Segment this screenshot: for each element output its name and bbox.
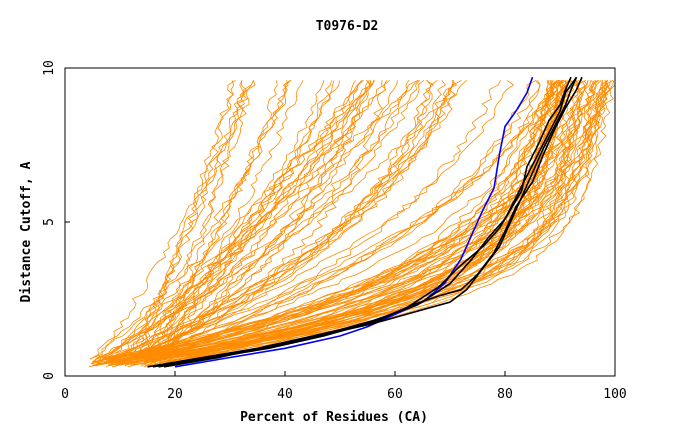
background-model-line: [110, 80, 555, 365]
background-model-line: [140, 80, 454, 367]
background-model-line: [156, 80, 362, 365]
background-model-line: [97, 80, 254, 360]
background-model-line: [144, 80, 553, 359]
background-model-line: [162, 79, 609, 362]
background-model-line: [91, 79, 418, 365]
chart-title: T0976-D2: [316, 19, 379, 34]
x-tick-label: 40: [277, 387, 293, 402]
background-model-line: [91, 79, 438, 365]
background-model-line: [115, 80, 606, 365]
background-model-line: [149, 80, 289, 361]
background-model-line: [154, 80, 446, 362]
background-model-line: [125, 79, 435, 362]
background-model-line: [116, 80, 555, 365]
y-axis: 0 5 10: [42, 60, 70, 380]
background-model-line: [129, 79, 237, 365]
background-model-line: [89, 80, 375, 360]
blue-model-line: [174, 76, 534, 368]
y-tick-label: 0: [42, 372, 57, 380]
background-model-line: [105, 80, 292, 364]
x-tick-label: 60: [387, 387, 403, 402]
black-model-line: [158, 76, 583, 368]
background-model-line: [141, 79, 364, 365]
y-tick-label: 10: [42, 60, 57, 76]
background-model-line: [103, 80, 457, 359]
background-model-line: [147, 80, 454, 360]
background-model-line: [132, 80, 387, 363]
background-model-line: [151, 80, 616, 359]
background-model-line: [154, 80, 304, 367]
background-model-line: [130, 80, 247, 368]
background-model-line: [143, 80, 553, 367]
background-model-line: [158, 80, 501, 364]
background-model-line: [152, 80, 278, 367]
background-model-line: [123, 80, 364, 360]
x-tick-label: 0: [61, 387, 69, 402]
background-model-line: [124, 80, 254, 362]
background-model-line: [135, 79, 291, 361]
background-model-line: [158, 80, 332, 366]
background-model-line: [137, 79, 599, 359]
background-model-line: [108, 79, 391, 363]
background-model-line: [164, 80, 596, 364]
background-model-line: [140, 80, 325, 362]
background-model-line: [156, 80, 370, 361]
background-model-line: [160, 80, 340, 361]
background-model-line: [111, 79, 462, 364]
background-model-line: [126, 79, 515, 360]
background-model-line: [95, 80, 581, 362]
background-model-line: [105, 80, 589, 367]
x-axis-label: Percent of Residues (CA): [240, 410, 428, 425]
x-tick-label: 100: [603, 387, 626, 402]
background-model-line: [135, 80, 371, 361]
background-model-line: [111, 80, 371, 365]
background-model-line: [92, 80, 560, 366]
x-tick-label: 20: [167, 387, 183, 402]
background-model-line: [109, 79, 614, 366]
x-axis: 0 20 40 60 80 100: [61, 371, 627, 402]
background-model-line: [105, 79, 537, 365]
y-axis-label: Distance Cutoff, A: [19, 161, 34, 302]
highlight-curves: [147, 76, 583, 368]
background-model-line: [144, 80, 541, 367]
background-model-line: [159, 80, 541, 364]
background-model-line: [111, 79, 582, 368]
background-model-curves: [89, 79, 616, 368]
background-model-line: [102, 80, 576, 359]
x-tick-label: 80: [497, 387, 513, 402]
y-tick-label: 5: [42, 218, 57, 226]
background-model-line: [157, 80, 565, 367]
background-model-line: [115, 80, 570, 367]
